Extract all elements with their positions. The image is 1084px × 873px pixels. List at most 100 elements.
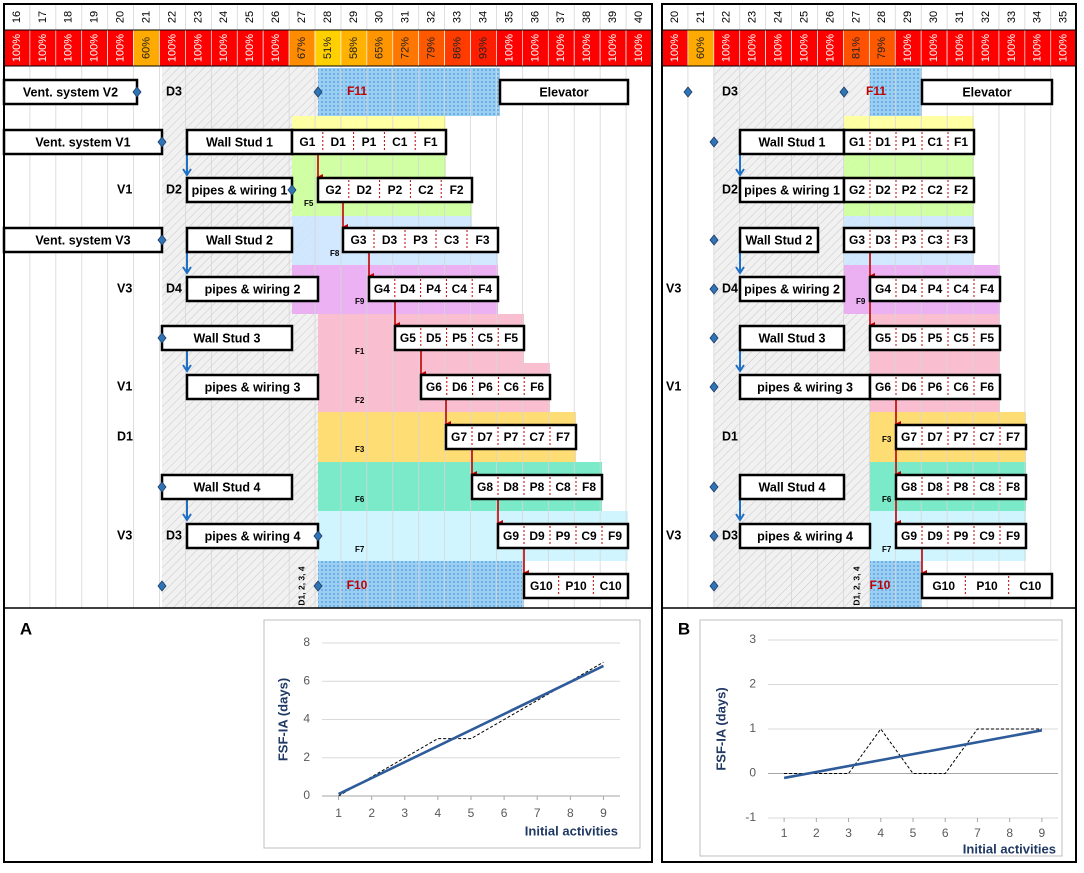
y-axis-label: FSF-IA (days): [713, 687, 728, 770]
activity-label: G6: [426, 380, 442, 394]
x-tick-label: 3: [845, 826, 852, 840]
activity-label: P10: [565, 579, 587, 593]
task-label: pipes & wiring 2: [205, 282, 301, 296]
percent-cell: [444, 29, 471, 67]
day-label: 19: [89, 11, 101, 23]
percent-label: 100%: [824, 34, 836, 62]
band: [318, 202, 472, 216]
link-diamond: [157, 234, 167, 246]
float-label: F6: [882, 495, 892, 504]
day-label: 31: [400, 11, 412, 23]
row-label: V1: [117, 379, 132, 393]
activity-label: G8: [477, 480, 493, 494]
activity-label: G5: [875, 331, 891, 345]
activity-label: C3: [927, 233, 943, 247]
percent-cell: [998, 29, 1026, 67]
percent-label: 100%: [555, 34, 567, 62]
percent-label: 86%: [452, 37, 464, 59]
task-label: Vent. system V2: [23, 85, 118, 99]
y-tick-label: 0: [749, 766, 756, 780]
percent-label: 72%: [400, 37, 412, 59]
activity-label: G5: [400, 331, 416, 345]
day-label: 21: [140, 11, 152, 23]
day-label: 25: [798, 11, 810, 23]
blue-arrow: [182, 500, 192, 522]
percent-label: 100%: [607, 34, 619, 62]
activity-label: C8: [979, 480, 995, 494]
percent-label: 100%: [773, 34, 785, 62]
activity-label: P5: [928, 331, 943, 345]
band: [318, 68, 500, 116]
percent-label: 58%: [348, 37, 360, 59]
row-label: D3: [722, 84, 738, 98]
day-label: 34: [1032, 11, 1044, 23]
link-diamond: [157, 136, 167, 148]
x-tick-label: 6: [501, 806, 508, 820]
activity-label: D4: [901, 282, 917, 296]
percent-cell: [81, 29, 108, 67]
activity-label: P4: [928, 282, 943, 296]
task-label: Elevator: [539, 85, 588, 99]
activity-label: C3: [444, 233, 460, 247]
task-box: [842, 128, 976, 156]
float-label: F3: [355, 445, 365, 454]
percent-label: 51%: [322, 37, 334, 59]
percent-cell: [340, 29, 368, 67]
link-diamond: [709, 136, 719, 148]
activity-label: D5: [901, 331, 917, 345]
task-label: Wall Stud 3: [194, 331, 261, 345]
activity-label: G9: [503, 529, 519, 543]
activity-label: F9: [1006, 529, 1020, 543]
day-label: 21: [695, 11, 707, 23]
link-diamond: [709, 580, 719, 592]
percent-label: 100%: [270, 34, 282, 62]
row-label: D2: [166, 182, 182, 196]
link-diamond: [313, 86, 323, 98]
y-tick-label: 3: [749, 632, 756, 646]
day-label: 20: [115, 11, 127, 23]
blue-arrow: [182, 155, 192, 177]
float-label: F9: [355, 297, 365, 306]
activity-label: F6: [530, 380, 544, 394]
link-diamond: [709, 481, 719, 493]
band: [369, 301, 498, 314]
percent-cell: [920, 29, 948, 67]
link-diamond: [132, 86, 142, 98]
y-axis-label: FSF-IA (days): [275, 678, 290, 761]
activity-label: D7: [477, 430, 493, 444]
task-box: [496, 522, 630, 550]
activity-label: G4: [875, 282, 891, 296]
percent-cell: [262, 29, 290, 67]
x-tick-label: 2: [813, 826, 820, 840]
band: [343, 252, 498, 265]
activity-label: C2: [418, 183, 434, 197]
day-label: 28: [322, 11, 334, 23]
activity-label: P7: [504, 430, 519, 444]
task-box: [738, 176, 846, 204]
task-box: [367, 275, 500, 303]
percent-cell: [288, 29, 316, 67]
link-diamond: [683, 86, 693, 98]
y-tick-label: 4: [303, 712, 310, 726]
day-label: 30: [374, 11, 386, 23]
task-box: [522, 572, 630, 600]
percent-label: 100%: [89, 34, 101, 62]
activity-label: C4: [452, 282, 468, 296]
task-box: [738, 226, 820, 254]
blue-arrow: [735, 500, 745, 522]
day-label: 30: [928, 11, 940, 23]
link-diamond: [839, 86, 849, 98]
activity-label: P6: [928, 380, 943, 394]
task-label: Wall Stud 3: [759, 331, 826, 345]
y-tick-label: -1: [745, 810, 756, 824]
task-box: [444, 423, 578, 451]
band: [844, 265, 1000, 277]
float-label: F6: [355, 495, 365, 504]
y-tick-label: 1: [749, 721, 756, 735]
day-label: 32: [426, 11, 438, 23]
activity-label: D4: [400, 282, 416, 296]
chart-frame: [263, 619, 641, 849]
activity-label: F7: [1006, 430, 1020, 444]
task-label: Wall Stud 4: [194, 480, 261, 494]
